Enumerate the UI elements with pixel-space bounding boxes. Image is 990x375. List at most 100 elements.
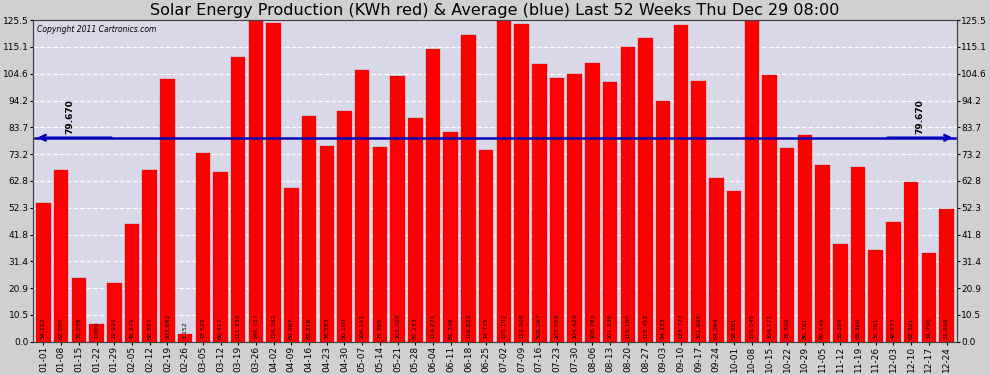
- Text: 124.582: 124.582: [271, 314, 276, 339]
- Text: 25.078: 25.078: [76, 318, 81, 339]
- Bar: [71, 278, 86, 342]
- Bar: [89, 324, 104, 342]
- Bar: [886, 222, 901, 342]
- Bar: [461, 35, 476, 342]
- Text: 103.059: 103.059: [554, 314, 559, 339]
- Bar: [549, 78, 564, 342]
- Bar: [727, 191, 742, 342]
- Title: Solar Energy Production (KWh red) & Average (blue) Last 52 Weeks Thu Dec 29 08:0: Solar Energy Production (KWh red) & Aver…: [150, 3, 840, 18]
- Text: 119.822: 119.822: [466, 314, 471, 339]
- Bar: [762, 75, 777, 342]
- Text: 90.100: 90.100: [342, 318, 346, 339]
- Bar: [479, 150, 493, 342]
- Text: 75.700: 75.700: [785, 318, 790, 339]
- Text: 88.216: 88.216: [307, 318, 312, 339]
- Text: 66.897: 66.897: [148, 318, 152, 339]
- Bar: [709, 178, 724, 342]
- Bar: [338, 111, 351, 342]
- Bar: [143, 171, 157, 342]
- Text: 46.937: 46.937: [891, 317, 896, 339]
- Text: 94.133: 94.133: [660, 317, 665, 339]
- Bar: [284, 188, 299, 342]
- Bar: [603, 82, 618, 342]
- Bar: [408, 118, 423, 342]
- Text: 22.925: 22.925: [112, 317, 117, 339]
- Bar: [904, 182, 919, 342]
- Bar: [621, 47, 635, 342]
- Bar: [532, 64, 546, 342]
- Bar: [868, 250, 883, 342]
- Text: 38.285: 38.285: [838, 318, 842, 339]
- Bar: [213, 172, 228, 342]
- Text: 103.709: 103.709: [395, 314, 400, 339]
- Bar: [390, 76, 405, 342]
- Text: 62.581: 62.581: [909, 318, 914, 339]
- Text: 101.925: 101.925: [696, 314, 701, 339]
- Text: 111.330: 111.330: [236, 314, 241, 339]
- Bar: [940, 209, 953, 342]
- Text: 101.336: 101.336: [608, 314, 613, 339]
- Bar: [355, 70, 369, 342]
- Text: Copyright 2011 Cartronics.com: Copyright 2011 Cartronics.com: [38, 25, 156, 34]
- Bar: [744, 20, 759, 342]
- Bar: [798, 135, 812, 342]
- Text: 79.670: 79.670: [916, 99, 925, 134]
- Text: 74.715: 74.715: [484, 318, 489, 339]
- Bar: [816, 165, 830, 342]
- Bar: [125, 224, 140, 342]
- Bar: [850, 167, 865, 342]
- Text: 7.009: 7.009: [94, 321, 99, 339]
- Text: 123.908: 123.908: [519, 314, 524, 339]
- Bar: [248, 0, 263, 342]
- Text: 123.727: 123.727: [678, 314, 683, 339]
- Bar: [231, 57, 246, 342]
- Text: 80.781: 80.781: [802, 318, 808, 339]
- Text: 60.007: 60.007: [289, 318, 294, 339]
- Bar: [567, 74, 582, 342]
- Bar: [514, 24, 529, 342]
- Text: 34.796: 34.796: [927, 317, 932, 339]
- Bar: [691, 81, 706, 342]
- Text: 64.094: 64.094: [714, 318, 719, 339]
- Bar: [302, 116, 317, 342]
- Text: 108.297: 108.297: [537, 314, 542, 339]
- Bar: [53, 170, 68, 342]
- Text: 3.152: 3.152: [182, 321, 188, 339]
- Bar: [320, 146, 334, 342]
- Bar: [178, 334, 192, 342]
- Text: 35.761: 35.761: [873, 318, 878, 339]
- Text: 118.452: 118.452: [644, 314, 648, 339]
- Bar: [585, 63, 600, 342]
- Text: 87.233: 87.233: [413, 317, 418, 339]
- Text: 115.180: 115.180: [626, 314, 631, 339]
- Text: 58.981: 58.981: [732, 318, 737, 339]
- Text: 104.171: 104.171: [767, 314, 772, 339]
- Text: 104.429: 104.429: [572, 314, 577, 339]
- Bar: [780, 148, 794, 342]
- Bar: [922, 253, 937, 342]
- Text: 54.152: 54.152: [41, 318, 46, 339]
- Bar: [426, 49, 441, 342]
- Bar: [196, 153, 210, 342]
- Text: 81.749: 81.749: [448, 318, 453, 339]
- Bar: [639, 38, 652, 342]
- Text: 73.525: 73.525: [200, 318, 205, 339]
- Bar: [444, 132, 458, 342]
- Text: 75.885: 75.885: [377, 318, 382, 339]
- Text: 68.360: 68.360: [855, 318, 860, 339]
- Text: 45.875: 45.875: [130, 318, 135, 339]
- Bar: [656, 100, 670, 342]
- Text: 69.145: 69.145: [820, 318, 825, 339]
- Bar: [37, 203, 50, 342]
- Bar: [107, 283, 122, 342]
- Bar: [160, 79, 174, 342]
- Text: 114.271: 114.271: [431, 314, 436, 339]
- Text: 51.958: 51.958: [944, 318, 949, 339]
- Text: 66.417: 66.417: [218, 318, 223, 339]
- Text: 125.545: 125.545: [749, 314, 754, 339]
- Bar: [372, 147, 387, 342]
- Text: 108.783: 108.783: [590, 314, 595, 339]
- Text: 106.151: 106.151: [359, 314, 364, 339]
- Text: 76.583: 76.583: [325, 318, 330, 339]
- Text: 79.670: 79.670: [65, 99, 74, 134]
